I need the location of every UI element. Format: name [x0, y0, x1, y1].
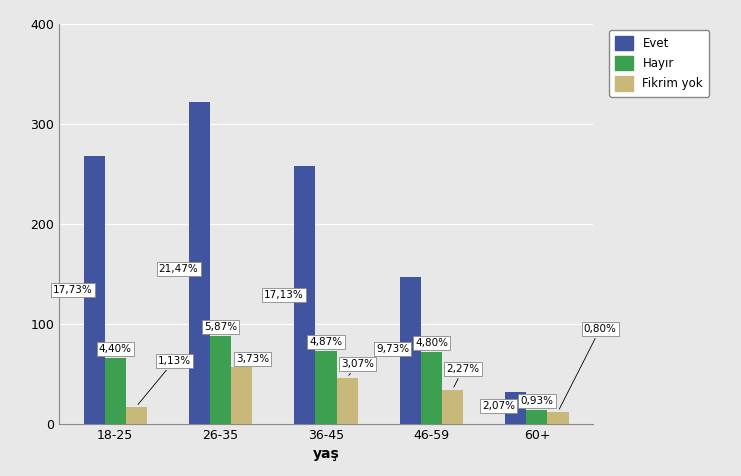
Text: 3,07%: 3,07% — [341, 358, 374, 376]
Bar — [104, 357, 126, 424]
Bar — [400, 277, 421, 424]
Bar — [526, 410, 548, 424]
Bar — [126, 407, 147, 424]
Bar — [316, 351, 336, 424]
Text: 4,40%: 4,40% — [99, 344, 132, 354]
Text: 0,93%: 0,93% — [520, 396, 554, 406]
Bar — [505, 392, 526, 424]
Bar — [210, 336, 231, 424]
Bar — [294, 166, 316, 424]
Bar — [84, 156, 104, 424]
Text: 21,47%: 21,47% — [159, 264, 199, 274]
Bar — [231, 367, 252, 424]
Text: 17,73%: 17,73% — [53, 285, 93, 295]
Bar — [189, 102, 210, 424]
Text: 3,73%: 3,73% — [236, 354, 269, 367]
Bar — [336, 377, 358, 424]
Text: 2,27%: 2,27% — [447, 364, 479, 387]
Text: 4,80%: 4,80% — [415, 337, 448, 347]
Text: 5,87%: 5,87% — [204, 322, 237, 332]
Text: 4,87%: 4,87% — [310, 337, 342, 347]
Text: 2,07%: 2,07% — [482, 401, 515, 411]
Bar — [548, 412, 568, 424]
X-axis label: yaş: yaş — [313, 447, 339, 461]
Bar — [421, 352, 442, 424]
Bar — [442, 390, 463, 424]
Text: 17,13%: 17,13% — [264, 290, 304, 300]
Text: 0,80%: 0,80% — [559, 324, 617, 409]
Text: 1,13%: 1,13% — [138, 356, 190, 405]
Text: 9,73%: 9,73% — [376, 344, 409, 354]
Legend: Evet, Hayır, Fikrim yok: Evet, Hayır, Fikrim yok — [609, 30, 709, 97]
